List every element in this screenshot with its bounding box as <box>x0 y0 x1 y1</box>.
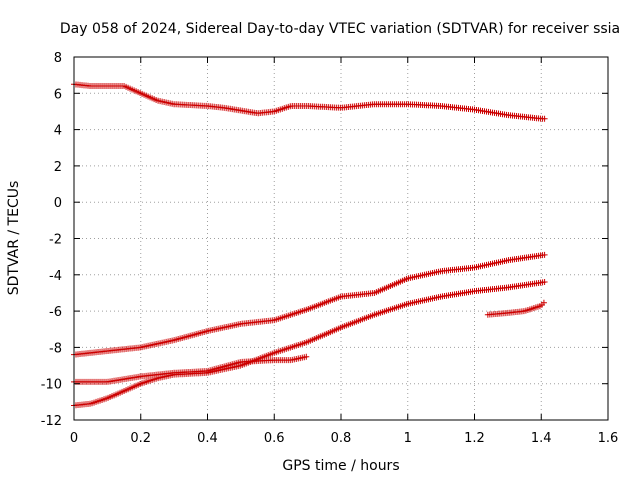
x-tick-label: 1.2 <box>464 431 485 446</box>
x-tick-label: 1 <box>404 431 412 446</box>
data-point <box>541 115 548 122</box>
y-tick-label: -2 <box>49 233 62 248</box>
y-tick-labels: -12 -10 -8 -6 -4 -2 0 2 4 6 8 <box>41 51 62 429</box>
y-tick-label: 4 <box>54 124 62 139</box>
series-satellite-d <box>71 353 310 385</box>
series-satellite-e <box>484 299 547 318</box>
y-axis-label: SDTVAR / TECUs <box>6 181 22 296</box>
y-tick-label: -6 <box>49 305 62 320</box>
x-tick-label: 0.4 <box>197 431 218 446</box>
y-tick-label: 8 <box>54 51 62 66</box>
x-tick-label: 0.6 <box>264 431 285 446</box>
x-tick-label: 0 <box>70 431 78 446</box>
x-tick-labels: 0 0.2 0.4 0.6 0.8 1 1.2 1.4 1.6 <box>70 431 618 446</box>
y-tick-label: -4 <box>49 269 62 284</box>
x-axis-label: GPS time / hours <box>282 458 399 474</box>
data-point <box>541 279 548 286</box>
data-point <box>303 353 310 360</box>
series-satellite-b <box>71 251 548 358</box>
series-satellite-a <box>71 81 548 122</box>
y-tick-label: 0 <box>54 196 62 211</box>
x-tick-label: 0.2 <box>130 431 151 446</box>
series-satellite-c <box>71 279 548 409</box>
chart-title: Day 058 of 2024, Sidereal Day-to-day VTE… <box>60 21 620 37</box>
series-layer <box>71 81 548 409</box>
grid <box>74 57 608 420</box>
y-tick-label: -10 <box>41 378 62 393</box>
x-tick-label: 1.4 <box>531 431 552 446</box>
y-tick-label: 6 <box>54 87 62 102</box>
x-tick-label: 0.8 <box>331 431 352 446</box>
y-tick-label: 2 <box>54 160 62 175</box>
axis-ticks <box>73 56 609 421</box>
data-point <box>540 299 547 306</box>
data-point <box>541 251 548 258</box>
x-tick-label: 1.6 <box>598 431 619 446</box>
y-tick-label: -12 <box>41 414 62 429</box>
y-tick-label: -8 <box>49 341 62 356</box>
